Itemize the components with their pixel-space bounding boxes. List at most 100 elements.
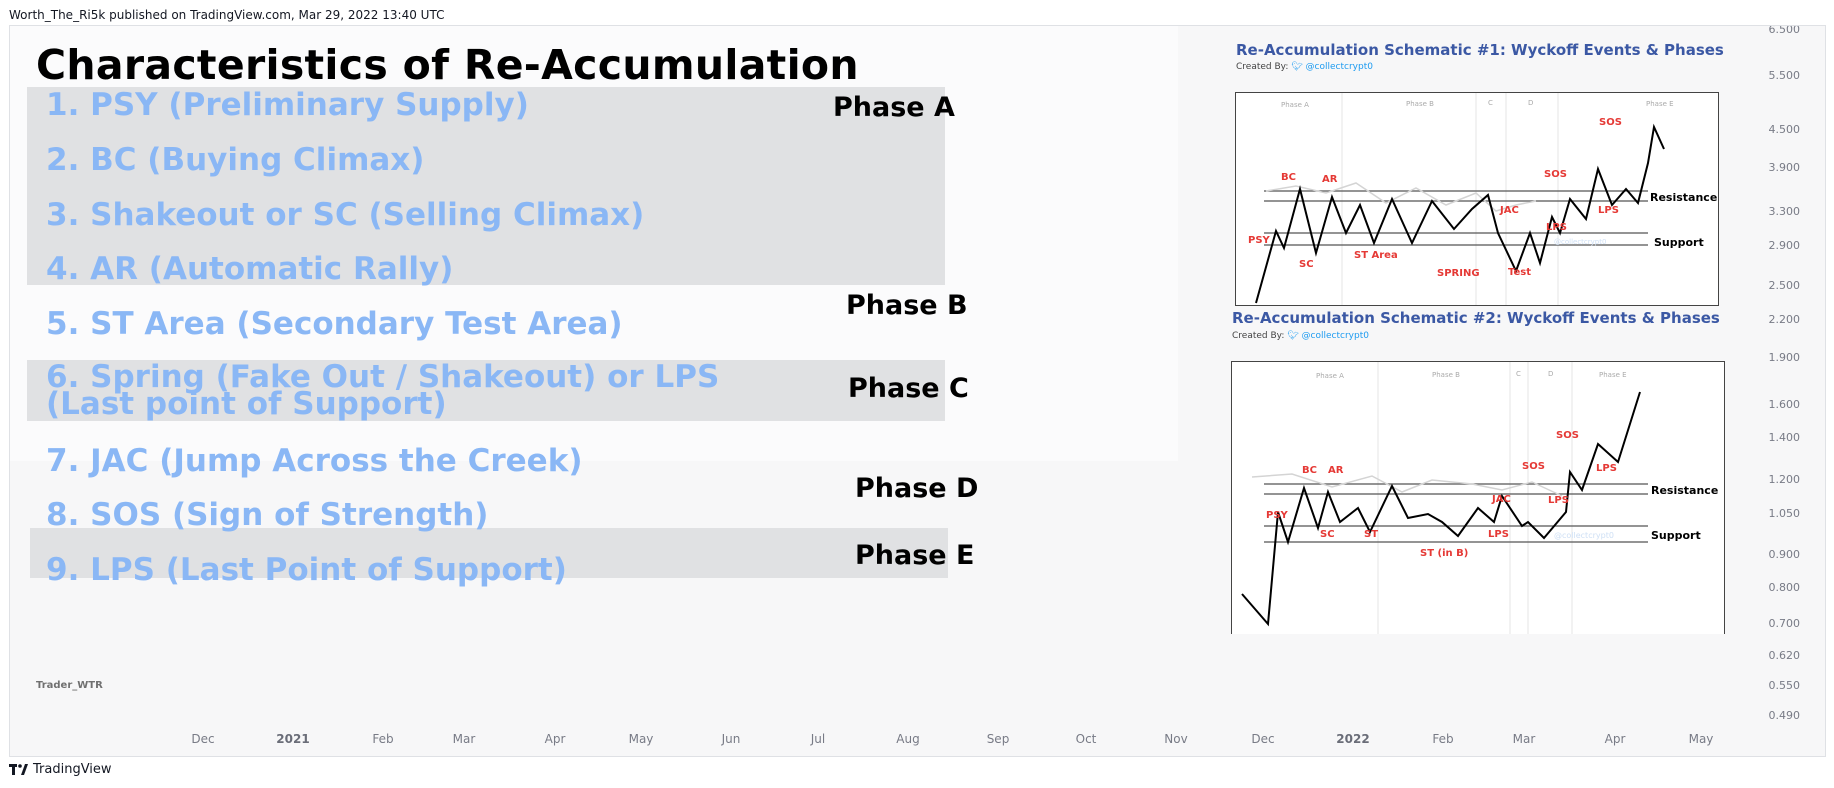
phase-label: Phase A — [833, 92, 955, 123]
price-tick: 0.800 — [1768, 581, 1801, 594]
credit-label: Created By: — [1236, 62, 1289, 72]
schematic-1-title: Re-Accumulation Schematic #1: Wyckoff Ev… — [1236, 41, 1724, 59]
price-tick: 0.550 — [1768, 679, 1801, 692]
time-tick: 2022 — [1336, 732, 1370, 746]
image-watermark: @collectcrypt0 — [1554, 238, 1606, 246]
event-label: ST Area — [1354, 250, 1398, 261]
schematic-2-title: Re-Accumulation Schematic #2: Wyckoff Ev… — [1232, 309, 1720, 327]
schematic-2-drawing: Phase A Phase B C D Phase E BC AR PSY SC… — [1241, 362, 1718, 634]
event-label: SOS — [1599, 117, 1622, 128]
price-tick: 0.700 — [1768, 617, 1801, 630]
time-tick: Feb — [372, 732, 394, 746]
time-tick: 2021 — [276, 732, 310, 746]
event-label: JAC — [1491, 494, 1511, 505]
phase-label: Phase C — [848, 373, 969, 404]
price-tick: 5.500 — [1768, 69, 1801, 82]
time-tick: Dec — [191, 732, 215, 746]
event-label: SOS — [1556, 430, 1579, 441]
list-item: 1. PSY (Preliminary Supply) — [46, 87, 529, 123]
list-item: 3. Shakeout or SC (Selling Climax) — [46, 197, 645, 233]
author-watermark: Trader_WTR — [36, 680, 103, 691]
event-label: ST — [1364, 529, 1378, 540]
support-label: Support — [1654, 236, 1704, 249]
list-item: 8. SOS (Sign of Strength) — [46, 497, 489, 533]
event-label: SC — [1320, 529, 1335, 540]
schematic-1-credit: Created By: 🐦︎ @collectcrypt0 — [1236, 62, 1373, 72]
time-tick: Aug — [896, 732, 920, 746]
phase-tag: Phase A — [1281, 101, 1309, 109]
price-tick: 1.600 — [1768, 398, 1801, 411]
price-tick: 0.620 — [1768, 649, 1801, 662]
support-label: Support — [1651, 529, 1701, 542]
price-tick: 3.900 — [1768, 161, 1801, 174]
phase-tag: Phase E — [1599, 371, 1627, 379]
phase-tag: D — [1548, 370, 1553, 378]
price-tick: 4.500 — [1768, 123, 1801, 136]
price-tick: 0.900 — [1768, 548, 1801, 561]
credit-handle[interactable]: @collectcrypt0 — [1301, 331, 1369, 341]
twitter-icon: 🐦︎ — [1291, 62, 1303, 72]
price-tick: 2.500 — [1768, 279, 1801, 292]
time-tick: Jun — [721, 732, 741, 746]
phase-e-band — [30, 528, 948, 578]
time-tick: May — [628, 732, 654, 746]
phase-label: Phase B — [846, 290, 968, 321]
event-label: SC — [1299, 259, 1314, 270]
event-label: BC — [1302, 465, 1317, 476]
time-tick: Jul — [810, 732, 826, 746]
time-tick: Dec — [1251, 732, 1275, 746]
twitter-icon: 🐦︎ — [1287, 331, 1299, 341]
schematic-1-image: Phase A Phase B C D Phase E BC AR PSY SC… — [1235, 92, 1719, 306]
time-tick: Mar — [1512, 732, 1536, 746]
event-label: AR — [1322, 174, 1338, 185]
logo-text: TradingView — [33, 762, 112, 777]
time-tick: Sep — [986, 732, 1010, 746]
price-tick: 2.200 — [1768, 313, 1801, 326]
list-item: 5. ST Area (Secondary Test Area) — [46, 306, 623, 342]
tradingview-logo[interactable]: TradingView — [9, 762, 112, 777]
event-label: LPS — [1546, 222, 1567, 233]
tradingview-logo-icon — [9, 763, 28, 775]
list-item: 9. LPS (Last Point of Support) — [46, 552, 567, 588]
phase-tag: Phase E — [1646, 100, 1674, 108]
event-label: LPS — [1488, 529, 1509, 540]
event-label: SOS — [1522, 461, 1545, 472]
resistance-label: Resistance — [1650, 191, 1717, 204]
price-tick: 1.400 — [1768, 431, 1801, 444]
price-tick: 1.900 — [1768, 351, 1801, 364]
phase-tag: C — [1516, 370, 1521, 378]
phase-label: Phase D — [855, 473, 979, 504]
phase-tag: Phase B — [1406, 100, 1434, 108]
time-tick: May — [1688, 732, 1714, 746]
phase-label: Phase E — [855, 540, 975, 571]
list-item: 2. BC (Buying Climax) — [46, 142, 425, 178]
schematic-2-credit: Created By: 🐦︎ @collectcrypt0 — [1232, 331, 1369, 341]
list-item: 6. Spring (Fake Out / Shakeout) or LPS (… — [46, 359, 720, 422]
publisher-line: Worth_The_Ri5k published on TradingView.… — [9, 8, 445, 22]
time-tick: Oct — [1075, 732, 1097, 746]
resistance-label: Resistance — [1651, 484, 1718, 497]
price-tick: 6.500 — [1768, 25, 1801, 36]
chart-area[interactable]: Characteristics of Re-Accumulation 1. PS… — [9, 25, 1826, 757]
phase-tag: D — [1528, 99, 1533, 107]
price-tick: 1.200 — [1768, 473, 1801, 486]
time-tick: Apr — [1604, 732, 1626, 746]
price-tick: 3.300 — [1768, 205, 1801, 218]
price-tick: 1.050 — [1768, 507, 1801, 520]
price-axis[interactable]: 6.500 5.500 4.500 3.900 3.300 2.900 2.50… — [1755, 26, 1825, 756]
time-tick: Nov — [1164, 732, 1188, 746]
time-tick: Apr — [544, 732, 566, 746]
event-label: LPS — [1548, 495, 1569, 506]
event-label: ST (in B) — [1420, 548, 1468, 559]
time-tick: Feb — [1432, 732, 1454, 746]
schematic-2-image: Phase A Phase B C D Phase E BC AR PSY SC… — [1231, 361, 1725, 634]
list-item: 4. AR (Automatic Rally) — [46, 251, 454, 287]
event-label: LPS — [1596, 463, 1617, 474]
phase-tag: C — [1488, 99, 1493, 107]
schematic-1-drawing: Phase A Phase B C D Phase E BC AR PSY SC… — [1248, 93, 1717, 305]
time-tick: Mar — [452, 732, 476, 746]
phase-c-band — [27, 360, 945, 421]
credit-handle[interactable]: @collectcrypt0 — [1305, 62, 1373, 72]
event-label: LPS — [1598, 205, 1619, 216]
phase-a-band — [27, 87, 945, 285]
